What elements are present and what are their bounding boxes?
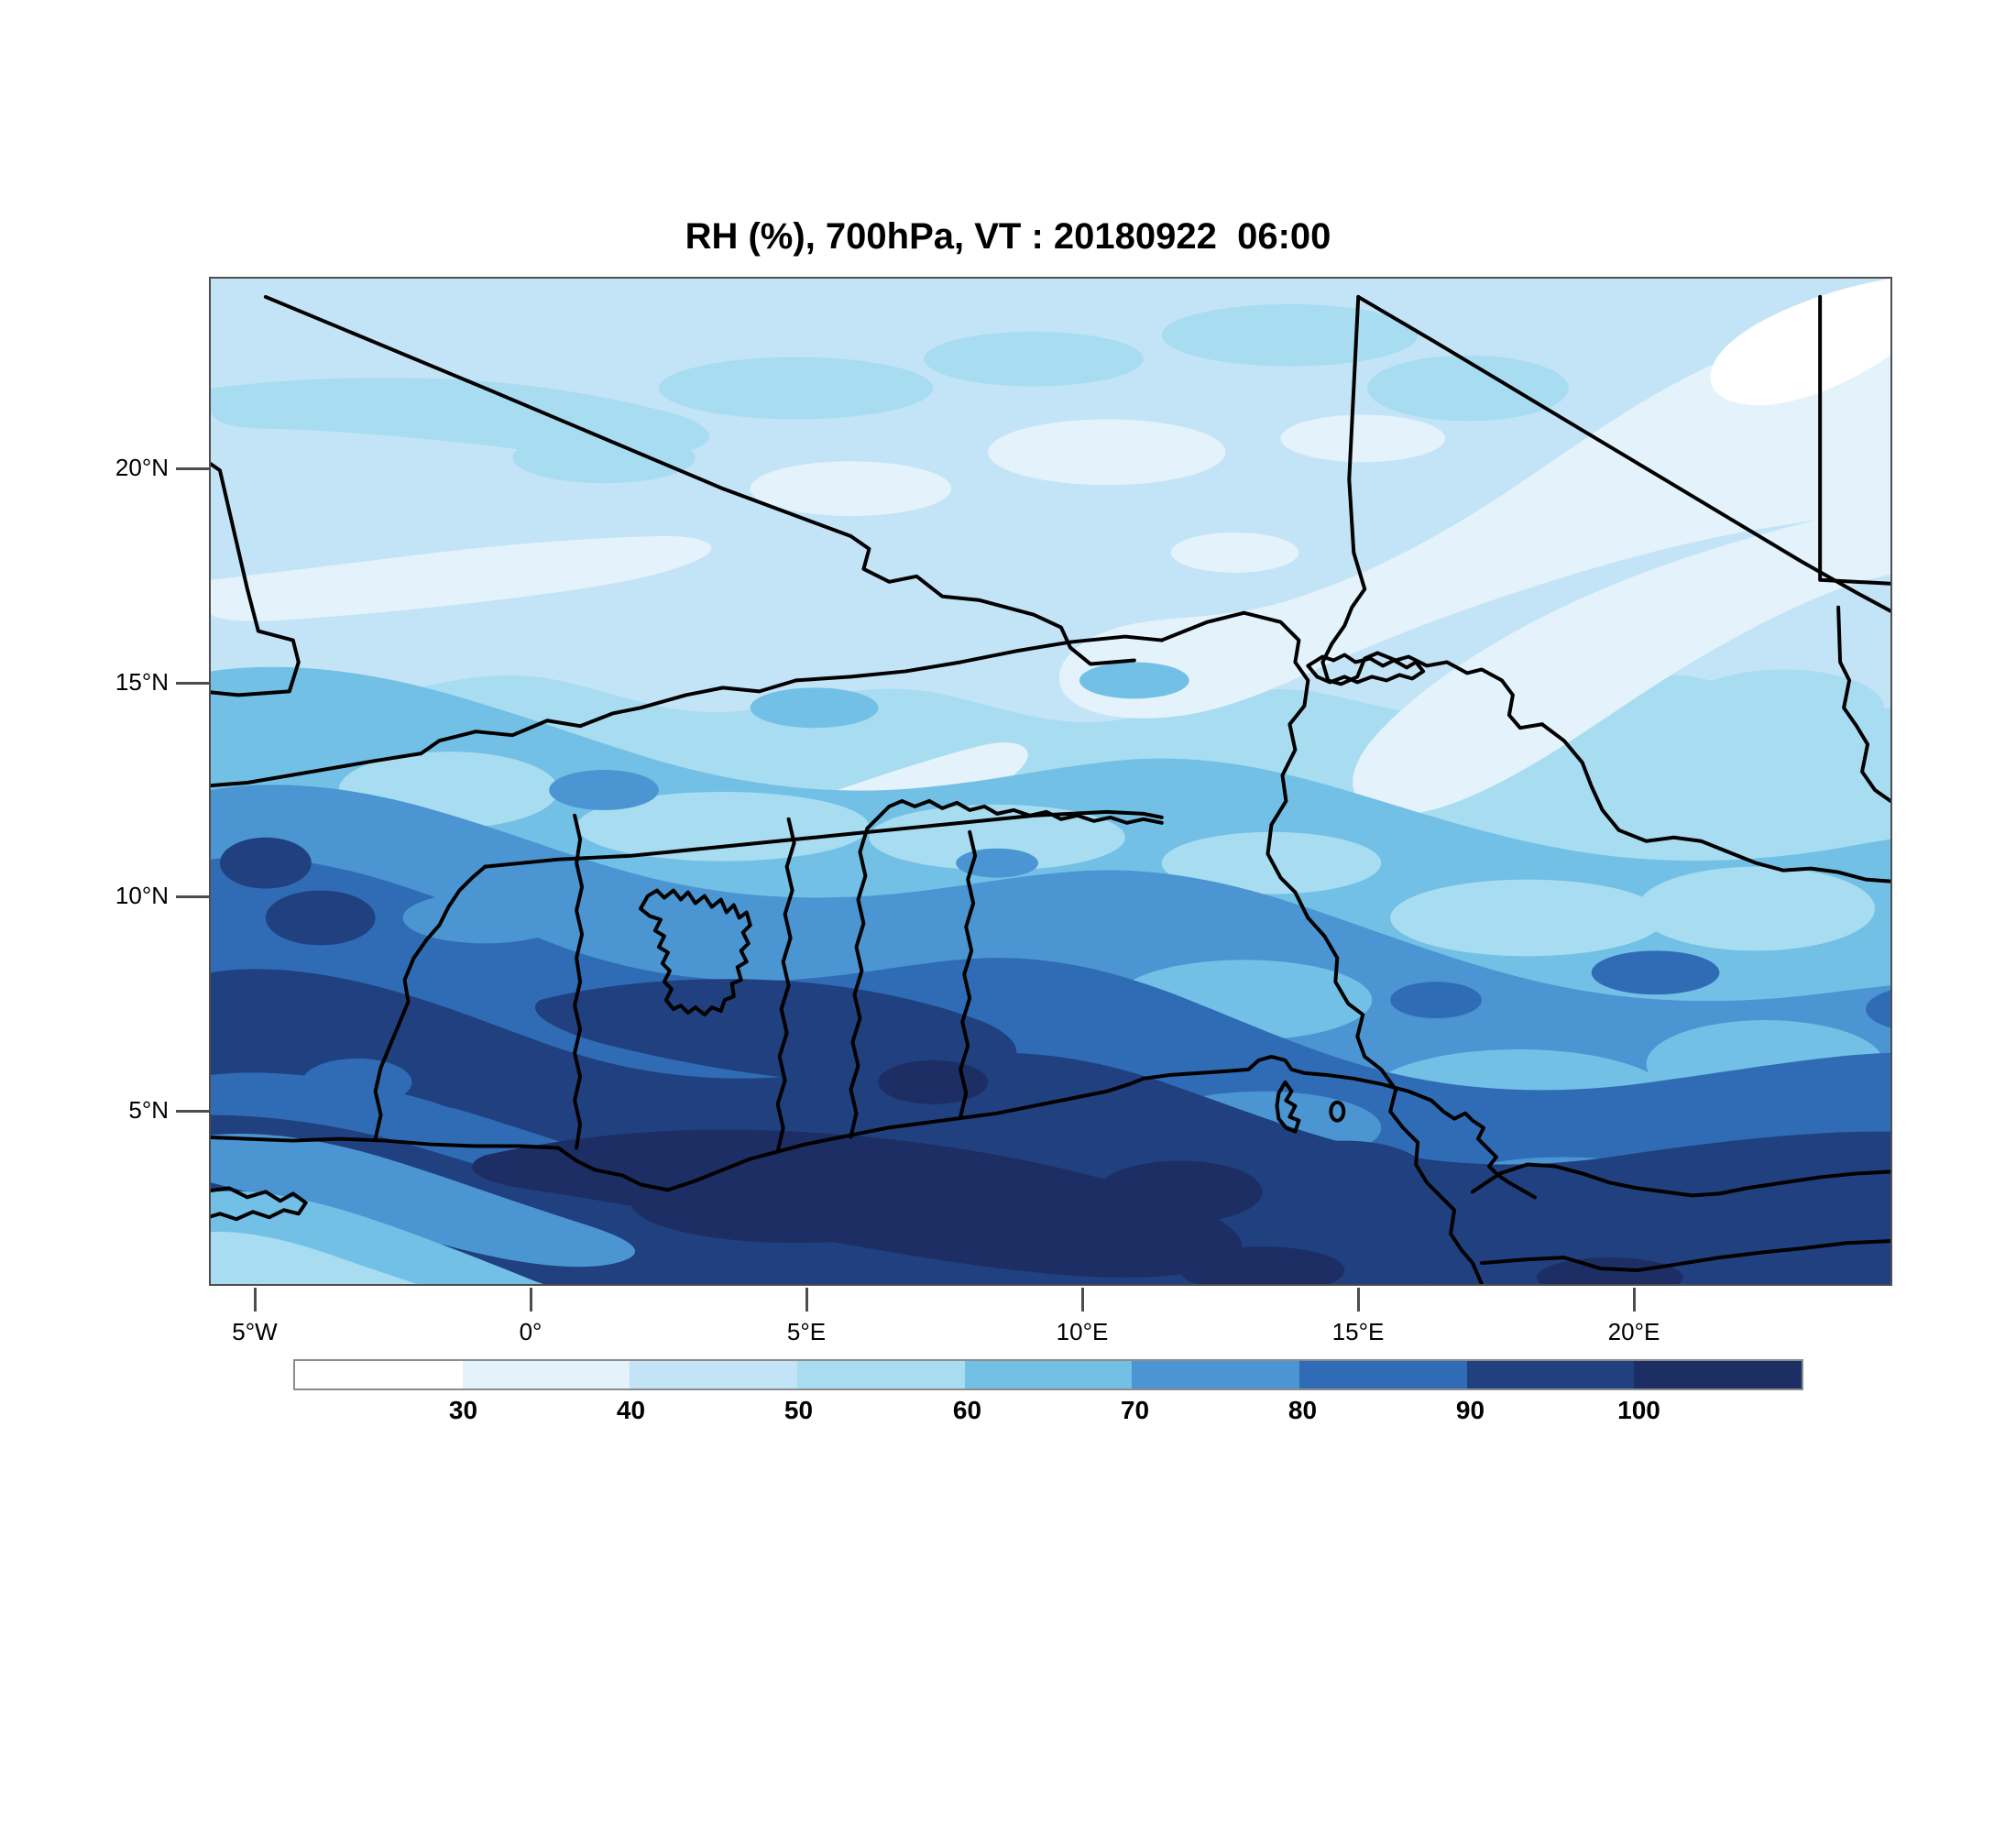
- lon-label-5w: 5°W: [232, 1318, 278, 1345]
- lon-tick-5w: [254, 1288, 257, 1312]
- lat-tick-20n: [176, 467, 209, 470]
- colorbar-tick-50: 50: [783, 1396, 814, 1424]
- colorbar-tick-80: 80: [1287, 1396, 1318, 1424]
- colorbar-tick-40: 40: [616, 1396, 646, 1424]
- colorbar-tick-60: 60: [952, 1396, 982, 1424]
- colorbar-band-gt100: [1634, 1361, 1802, 1388]
- lat-tick-10n: [176, 895, 209, 898]
- lon-tick-15e: [1357, 1288, 1360, 1312]
- colorbar-band-30-40: [462, 1361, 630, 1388]
- colorbar-band-lt30: [295, 1361, 463, 1388]
- lon-tick-5e: [805, 1288, 808, 1312]
- lat-tick-5n: [176, 1110, 209, 1113]
- colorbar-band-50-60: [797, 1361, 965, 1388]
- lat-label-20n: 20°N: [115, 454, 169, 481]
- lon-tick-0: [530, 1288, 532, 1312]
- lat-label-10n: 10°N: [115, 882, 169, 909]
- lon-label-0: 0°: [519, 1318, 542, 1345]
- lon-label-15e: 15°E: [1331, 1318, 1385, 1345]
- lat-label-15n: 15°N: [115, 668, 169, 696]
- lon-label-5e: 5°E: [786, 1318, 827, 1345]
- colorbar-band-60-70: [964, 1361, 1133, 1388]
- rh-contour-map: [211, 279, 1890, 1284]
- page-title: RH (%), 700hPa, VT : 20180922 06:00: [685, 216, 1331, 257]
- colorbar-tick-90: 90: [1455, 1396, 1485, 1424]
- lon-label-20e: 20°E: [1607, 1318, 1660, 1345]
- colorbar-band-90-100: [1466, 1361, 1635, 1388]
- colorbar-band-80-90: [1299, 1361, 1467, 1388]
- colorbar[interactable]: [293, 1359, 1803, 1390]
- contour-fill-layer: [211, 279, 1890, 1284]
- colorbar-tick-30: 30: [448, 1396, 478, 1424]
- colorbar-band-40-50: [630, 1361, 798, 1388]
- lon-label-10e: 10°E: [1056, 1318, 1109, 1345]
- colorbar-tick-100: 100: [1617, 1396, 1660, 1424]
- lat-tick-15n: [176, 682, 209, 685]
- lon-tick-20e: [1633, 1288, 1636, 1312]
- colorbar-tick-70: 70: [1120, 1396, 1150, 1424]
- country-borders-layer: [211, 294, 1890, 1284]
- colorbar-band-70-80: [1132, 1361, 1300, 1388]
- lat-label-5n: 5°N: [128, 1096, 169, 1124]
- map-plot-area[interactable]: [209, 277, 1892, 1286]
- lon-tick-10e: [1081, 1288, 1084, 1312]
